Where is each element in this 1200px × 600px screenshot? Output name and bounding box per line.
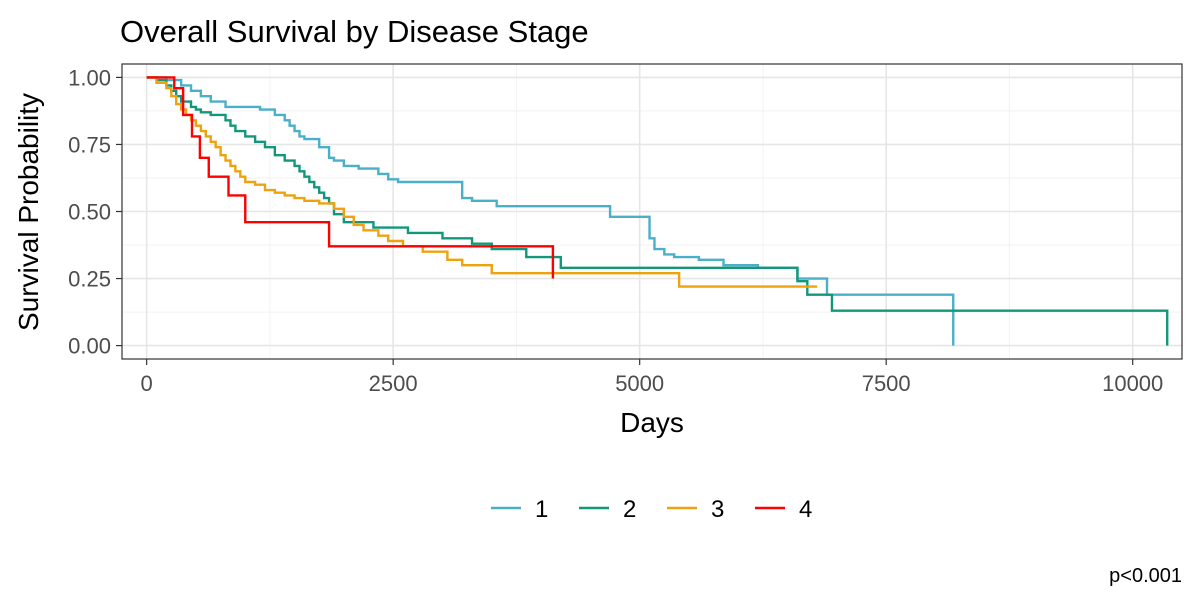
y-tick-label: 0.75 <box>68 132 111 157</box>
x-tick-label: 0 <box>141 371 153 396</box>
legend-label-4: 4 <box>799 496 812 523</box>
p-value-annotation: p<0.001 <box>1109 565 1182 587</box>
x-tick-label: 7500 <box>862 371 911 396</box>
y-tick-label: 0.25 <box>68 267 111 292</box>
x-axis-label: Days <box>620 407 684 438</box>
x-tick-label: 5000 <box>615 371 664 396</box>
y-axis-label: Survival Probability <box>13 93 44 331</box>
legend-label-3: 3 <box>711 496 724 523</box>
y-tick-label: 1.00 <box>68 65 111 90</box>
legend: 1 2 3 4 <box>491 496 812 523</box>
chart-title: Overall Survival by Disease Stage <box>120 14 589 49</box>
y-axis: 0.00 0.25 0.50 0.75 1.00 <box>68 65 122 358</box>
series-line-3 <box>147 77 818 286</box>
legend-label-2: 2 <box>623 496 636 523</box>
y-tick-label: 0.50 <box>68 200 111 225</box>
x-axis: 0 2500 5000 7500 10000 <box>141 359 1164 396</box>
x-tick-label: 2500 <box>369 371 418 396</box>
legend-label-1: 1 <box>535 496 548 523</box>
grid-major <box>122 64 1182 359</box>
y-tick-label: 0.00 <box>68 334 111 359</box>
x-tick-label: 10000 <box>1102 371 1163 396</box>
